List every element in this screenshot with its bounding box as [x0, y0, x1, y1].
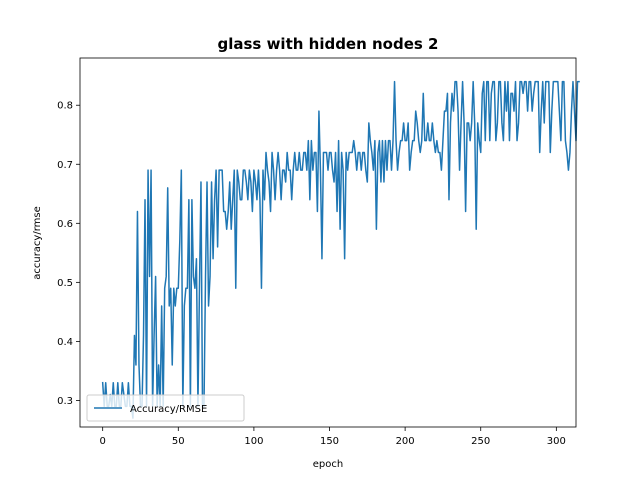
x-tick-label: 300 — [547, 436, 566, 447]
x-tick-label: 100 — [244, 436, 263, 447]
legend-box — [86, 394, 245, 422]
y-axis: 0.3 0.4 0.5 0.6 0.7 0.8 — [57, 101, 80, 407]
y-tick-label: 0.6 — [57, 219, 73, 230]
y-tick-label: 0.8 — [57, 101, 73, 112]
plot-frame — [79, 57, 577, 428]
y-tick-label: 0.3 — [57, 396, 73, 407]
chart-title: glass with hidden nodes 2 — [217, 35, 438, 53]
x-tick-label: 250 — [471, 436, 490, 447]
x-axis-label: epoch — [313, 459, 343, 470]
x-tick-label: 150 — [320, 436, 339, 447]
y-tick-label: 0.5 — [57, 278, 73, 289]
y-tick-label: 0.4 — [57, 337, 73, 348]
x-tick-label: 50 — [172, 436, 185, 447]
y-tick-label: 0.7 — [57, 160, 73, 171]
y-axis-label: accuracy/rmse — [32, 206, 43, 280]
plot-area — [79, 57, 580, 428]
series-line-accuracy-rmse — [101, 80, 580, 419]
legend: Accuracy/RMSE — [86, 394, 245, 422]
x-tick-label: 200 — [396, 436, 415, 447]
x-axis: 0 50 100 150 200 250 300 — [99, 427, 566, 447]
x-tick-label: 0 — [99, 436, 105, 447]
legend-label: Accuracy/RMSE — [130, 404, 207, 415]
